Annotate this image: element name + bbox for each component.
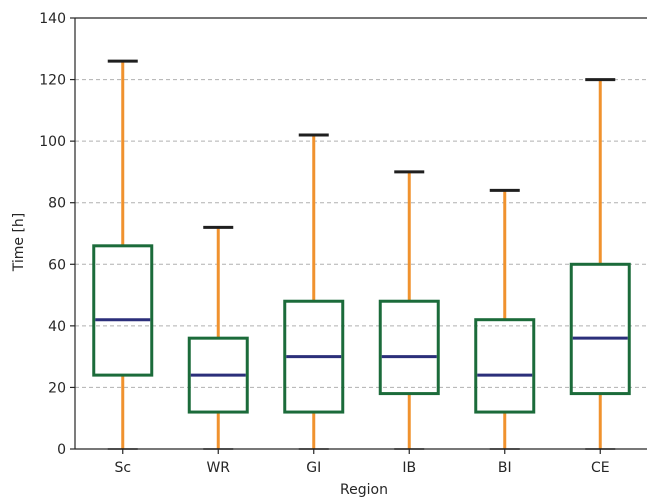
y-tick-label: 120 xyxy=(39,73,66,89)
x-tick-label: WR xyxy=(206,460,230,476)
box-iqr xyxy=(187,336,249,414)
box-group-ce xyxy=(569,78,631,450)
x-tick-label: IB xyxy=(402,460,416,476)
box-iqr xyxy=(569,262,631,396)
x-tick-label: BI xyxy=(498,460,512,476)
y-tick-label: 60 xyxy=(48,257,66,273)
axes: 0 20 40 60 80 100 120 140 Sc WR GI IB BI CE xyxy=(39,11,647,476)
box-iqr xyxy=(378,299,440,396)
x-tick-label: CE xyxy=(591,460,610,476)
y-tick-label: 100 xyxy=(39,134,66,150)
x-tick-label: Sc xyxy=(114,460,131,476)
boxes xyxy=(92,59,631,450)
y-tick-label: 80 xyxy=(48,196,66,212)
y-tick-label: 20 xyxy=(48,380,66,396)
x-tick-label: GI xyxy=(306,460,321,476)
box-group-ib xyxy=(378,170,440,450)
y-tick-label: 40 xyxy=(48,319,66,335)
x-axis-label: Region xyxy=(340,482,388,498)
box-iqr xyxy=(474,318,536,414)
box-group-sc xyxy=(92,59,154,450)
box-group-gi xyxy=(283,133,345,450)
grid-lines xyxy=(75,17,647,388)
y-axis-label: Time [h] xyxy=(11,213,27,273)
box-group-bi xyxy=(474,188,536,450)
box-iqr xyxy=(283,299,345,414)
y-tick-label: 140 xyxy=(39,11,66,27)
box-iqr xyxy=(92,244,154,377)
box-group-wr xyxy=(187,225,249,450)
y-tick-label: 0 xyxy=(57,442,66,458)
